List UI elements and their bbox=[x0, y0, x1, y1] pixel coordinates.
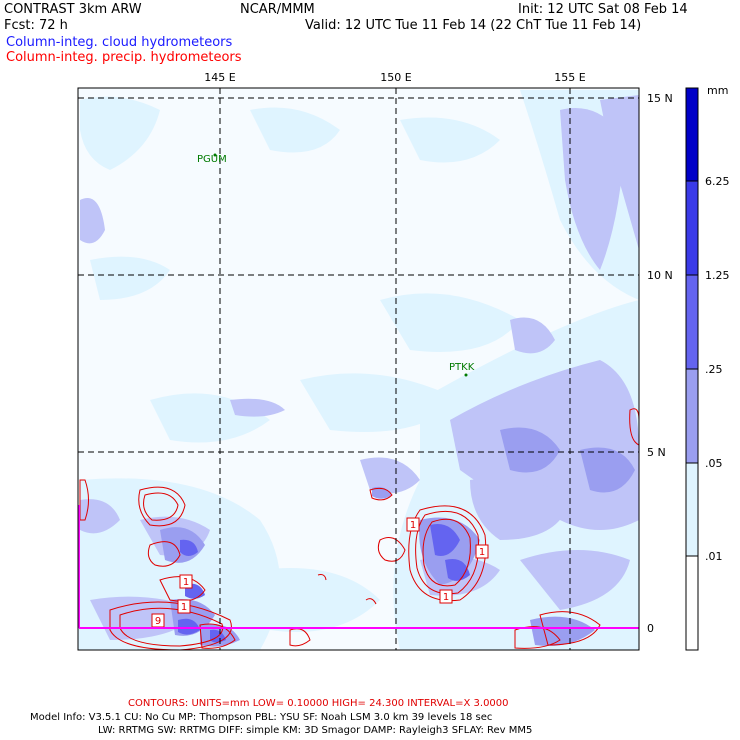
station-marker-pgum bbox=[213, 153, 217, 157]
graticule bbox=[78, 88, 639, 650]
contour-label: 1 bbox=[410, 520, 416, 531]
lon-label-145e: 145 E bbox=[204, 71, 235, 84]
lat-label-10n: 10 N bbox=[647, 269, 673, 282]
map-frame bbox=[77, 87, 640, 651]
contour-label: 1 bbox=[183, 577, 189, 588]
lon-label-150e: 150 E bbox=[380, 71, 411, 84]
contour-label: 1 bbox=[479, 547, 485, 558]
contour-label: 1 bbox=[443, 592, 449, 603]
model-info-line1: Model Info: V3.5.1 CU: No Cu MP: Thompso… bbox=[30, 712, 493, 723]
lat-label-0: 0 bbox=[647, 622, 654, 635]
valid-time: Valid: 12 UTC Tue 11 Feb 14 (22 ChT Tue … bbox=[305, 18, 642, 33]
model-info-line2: LW: RRTMG SW: RRTMG DIFF: simple KM: 3D … bbox=[98, 725, 533, 736]
precip-contours bbox=[79, 408, 639, 650]
contour-label: 1 bbox=[181, 602, 187, 613]
lat-label-15n: 15 N bbox=[647, 92, 673, 105]
forecast-hour: Fcst: 72 h bbox=[4, 18, 68, 33]
station-marker-ptkk bbox=[464, 373, 468, 377]
contour-info: CONTOURS: UNITS=mm LOW= 0.10000 HIGH= 24… bbox=[128, 698, 509, 709]
contour-label: 9 bbox=[155, 616, 161, 627]
station-markers bbox=[213, 153, 468, 377]
lon-label-155e: 155 E bbox=[554, 71, 585, 84]
station-label-pgum: PGUM bbox=[197, 154, 227, 165]
organization-label: NCAR/MMM bbox=[240, 2, 315, 17]
cloud-field-title: Column-integ. cloud hydrometeors bbox=[6, 35, 233, 50]
hydrometeor-fills bbox=[78, 88, 639, 650]
init-time: Init: 12 UTC Sat 08 Feb 14 bbox=[518, 2, 688, 17]
precip-field-title: Column-integ. precip. hydrometeors bbox=[6, 50, 242, 65]
inner-domain-boundary bbox=[78, 505, 639, 629]
contour-label-boxes bbox=[151, 517, 489, 628]
lat-label-5n: 5 N bbox=[647, 446, 666, 459]
product-title: CONTRAST 3km ARW bbox=[4, 2, 142, 17]
station-label-ptkk: PTKK bbox=[449, 362, 475, 373]
